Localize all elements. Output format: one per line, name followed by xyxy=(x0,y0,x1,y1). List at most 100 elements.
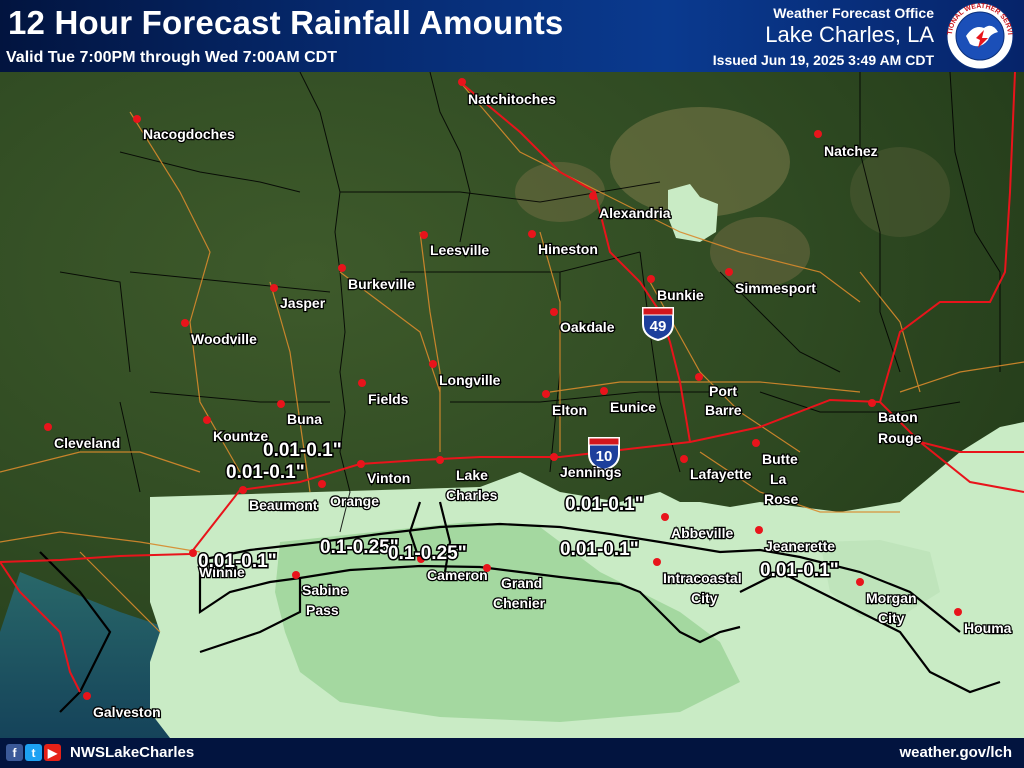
city-dot xyxy=(44,423,52,431)
city-label: Lafayette xyxy=(690,466,752,482)
city-dot xyxy=(270,284,278,292)
interstate-network xyxy=(0,72,1024,693)
city-dot xyxy=(239,486,247,494)
city-dot xyxy=(277,400,285,408)
city-dot xyxy=(528,230,536,238)
city-label: Bunkie xyxy=(657,287,704,303)
valid-period: Valid Tue 7:00PM through Wed 7:00AM CDT xyxy=(6,49,337,66)
social-icons: f t ▶ xyxy=(6,744,61,761)
city-dot xyxy=(358,379,366,387)
city-label: Natchitoches xyxy=(468,91,556,107)
city-dot xyxy=(189,549,197,557)
city-dot xyxy=(868,399,876,407)
city-dot xyxy=(653,558,661,566)
city-label: Winnie xyxy=(199,564,245,580)
nws-logo-icon: NATIONAL WEATHER SERVICE xyxy=(944,0,1014,70)
office-location: Lake Charles, LA xyxy=(765,22,934,47)
city-label: Orange xyxy=(330,493,379,509)
city-label: Pass xyxy=(306,602,339,618)
rainfall-amount-label: 0.1-0.25" xyxy=(320,537,399,558)
city-label: Grand xyxy=(501,575,542,591)
i10-route xyxy=(0,398,1024,563)
city-dot xyxy=(814,130,822,138)
interstate-shield-icon: 49 xyxy=(642,307,674,342)
city-label: Nacogdoches xyxy=(143,126,235,142)
social-handle: NWSLakeCharles xyxy=(70,744,195,761)
city-dot xyxy=(133,115,141,123)
city-label: Alexandria xyxy=(599,205,671,221)
city-dot xyxy=(680,455,688,463)
city-label: Vinton xyxy=(367,470,410,486)
city-label: Jeanerette xyxy=(765,538,835,554)
city-dot xyxy=(292,571,300,579)
city-dot xyxy=(755,526,763,534)
shield-number: 10 xyxy=(596,448,613,465)
city-dot xyxy=(338,264,346,272)
city-label: Eunice xyxy=(610,399,656,415)
city-label: Longville xyxy=(439,372,501,388)
parish-boundaries xyxy=(59,72,1001,533)
footer-bar: f t ▶ NWSLakeCharles weather.gov/lch xyxy=(0,738,1024,768)
city-label: Morgan xyxy=(866,590,917,606)
city-dot xyxy=(542,390,550,398)
twitter-icon[interactable]: t xyxy=(25,744,42,761)
city-dot xyxy=(203,416,211,424)
city-dot xyxy=(695,373,703,381)
header-banner: 12 Hour Forecast Rainfall Amounts Valid … xyxy=(0,0,1024,72)
city-dot xyxy=(725,268,733,276)
city-label: Woodville xyxy=(191,331,257,347)
city-label: Rouge xyxy=(878,430,922,446)
city-label: Buna xyxy=(287,411,322,427)
city-label: Leesville xyxy=(430,242,489,258)
city-dot xyxy=(954,608,962,616)
city-dot xyxy=(600,387,608,395)
rain-area-coast xyxy=(560,502,800,572)
city-dot xyxy=(458,78,466,86)
office-label: Weather Forecast Office xyxy=(773,5,934,21)
city-label: Barre xyxy=(705,402,742,418)
rain-area-light-north xyxy=(668,184,718,242)
issued-time: Issued Jun 19, 2025 3:49 AM CDT xyxy=(712,52,934,68)
highway-network xyxy=(0,81,1024,633)
rainfall-amount-label: 0.01-0.1" xyxy=(226,462,305,483)
city-label: Jasper xyxy=(280,295,326,311)
city-label: Charles xyxy=(446,487,498,503)
city-label: Rose xyxy=(764,491,798,507)
city-dot xyxy=(83,692,91,700)
rainfall-amount-label: 0.01-0.1" xyxy=(760,560,839,581)
youtube-icon[interactable]: ▶ xyxy=(44,744,61,761)
city-label: Jennings xyxy=(560,464,622,480)
i55-route xyxy=(879,72,1016,403)
city-dot xyxy=(550,453,558,461)
city-label: Simmesport xyxy=(735,280,816,296)
city-dot xyxy=(752,439,760,447)
interstate-shield-icon: 10 xyxy=(588,437,620,472)
facebook-icon[interactable]: f xyxy=(6,744,23,761)
city-dot xyxy=(856,578,864,586)
website-link[interactable]: weather.gov/lch xyxy=(899,744,1012,761)
rainfall-amount-label: 0.01-0.1" xyxy=(565,494,644,515)
city-dot xyxy=(318,480,326,488)
city-label: Cleveland xyxy=(54,435,120,451)
city-label: Natchez xyxy=(824,143,878,159)
city-label: Abbeville xyxy=(671,525,733,541)
city-label: Chenier xyxy=(493,595,546,611)
farmland-patches xyxy=(515,107,950,287)
city-dot xyxy=(589,192,597,200)
city-dot xyxy=(661,513,669,521)
city-dot xyxy=(181,319,189,327)
city-label: Lake xyxy=(456,467,488,483)
city-dot xyxy=(420,231,428,239)
rainfall-amount-label: 0.01-0.1" xyxy=(560,539,639,560)
city-label: Fields xyxy=(368,391,409,407)
city-label: Cameron xyxy=(427,567,488,583)
city-label: Houma xyxy=(964,620,1012,636)
page-title: 12 Hour Forecast Rainfall Amounts xyxy=(8,4,564,41)
city-label: City xyxy=(691,590,718,606)
rain-area-medium-east xyxy=(820,540,940,617)
city-label: Elton xyxy=(552,402,587,418)
city-label: Oakdale xyxy=(560,319,615,335)
rain-area-medium xyxy=(275,522,740,722)
city-label: Hineston xyxy=(538,241,598,257)
